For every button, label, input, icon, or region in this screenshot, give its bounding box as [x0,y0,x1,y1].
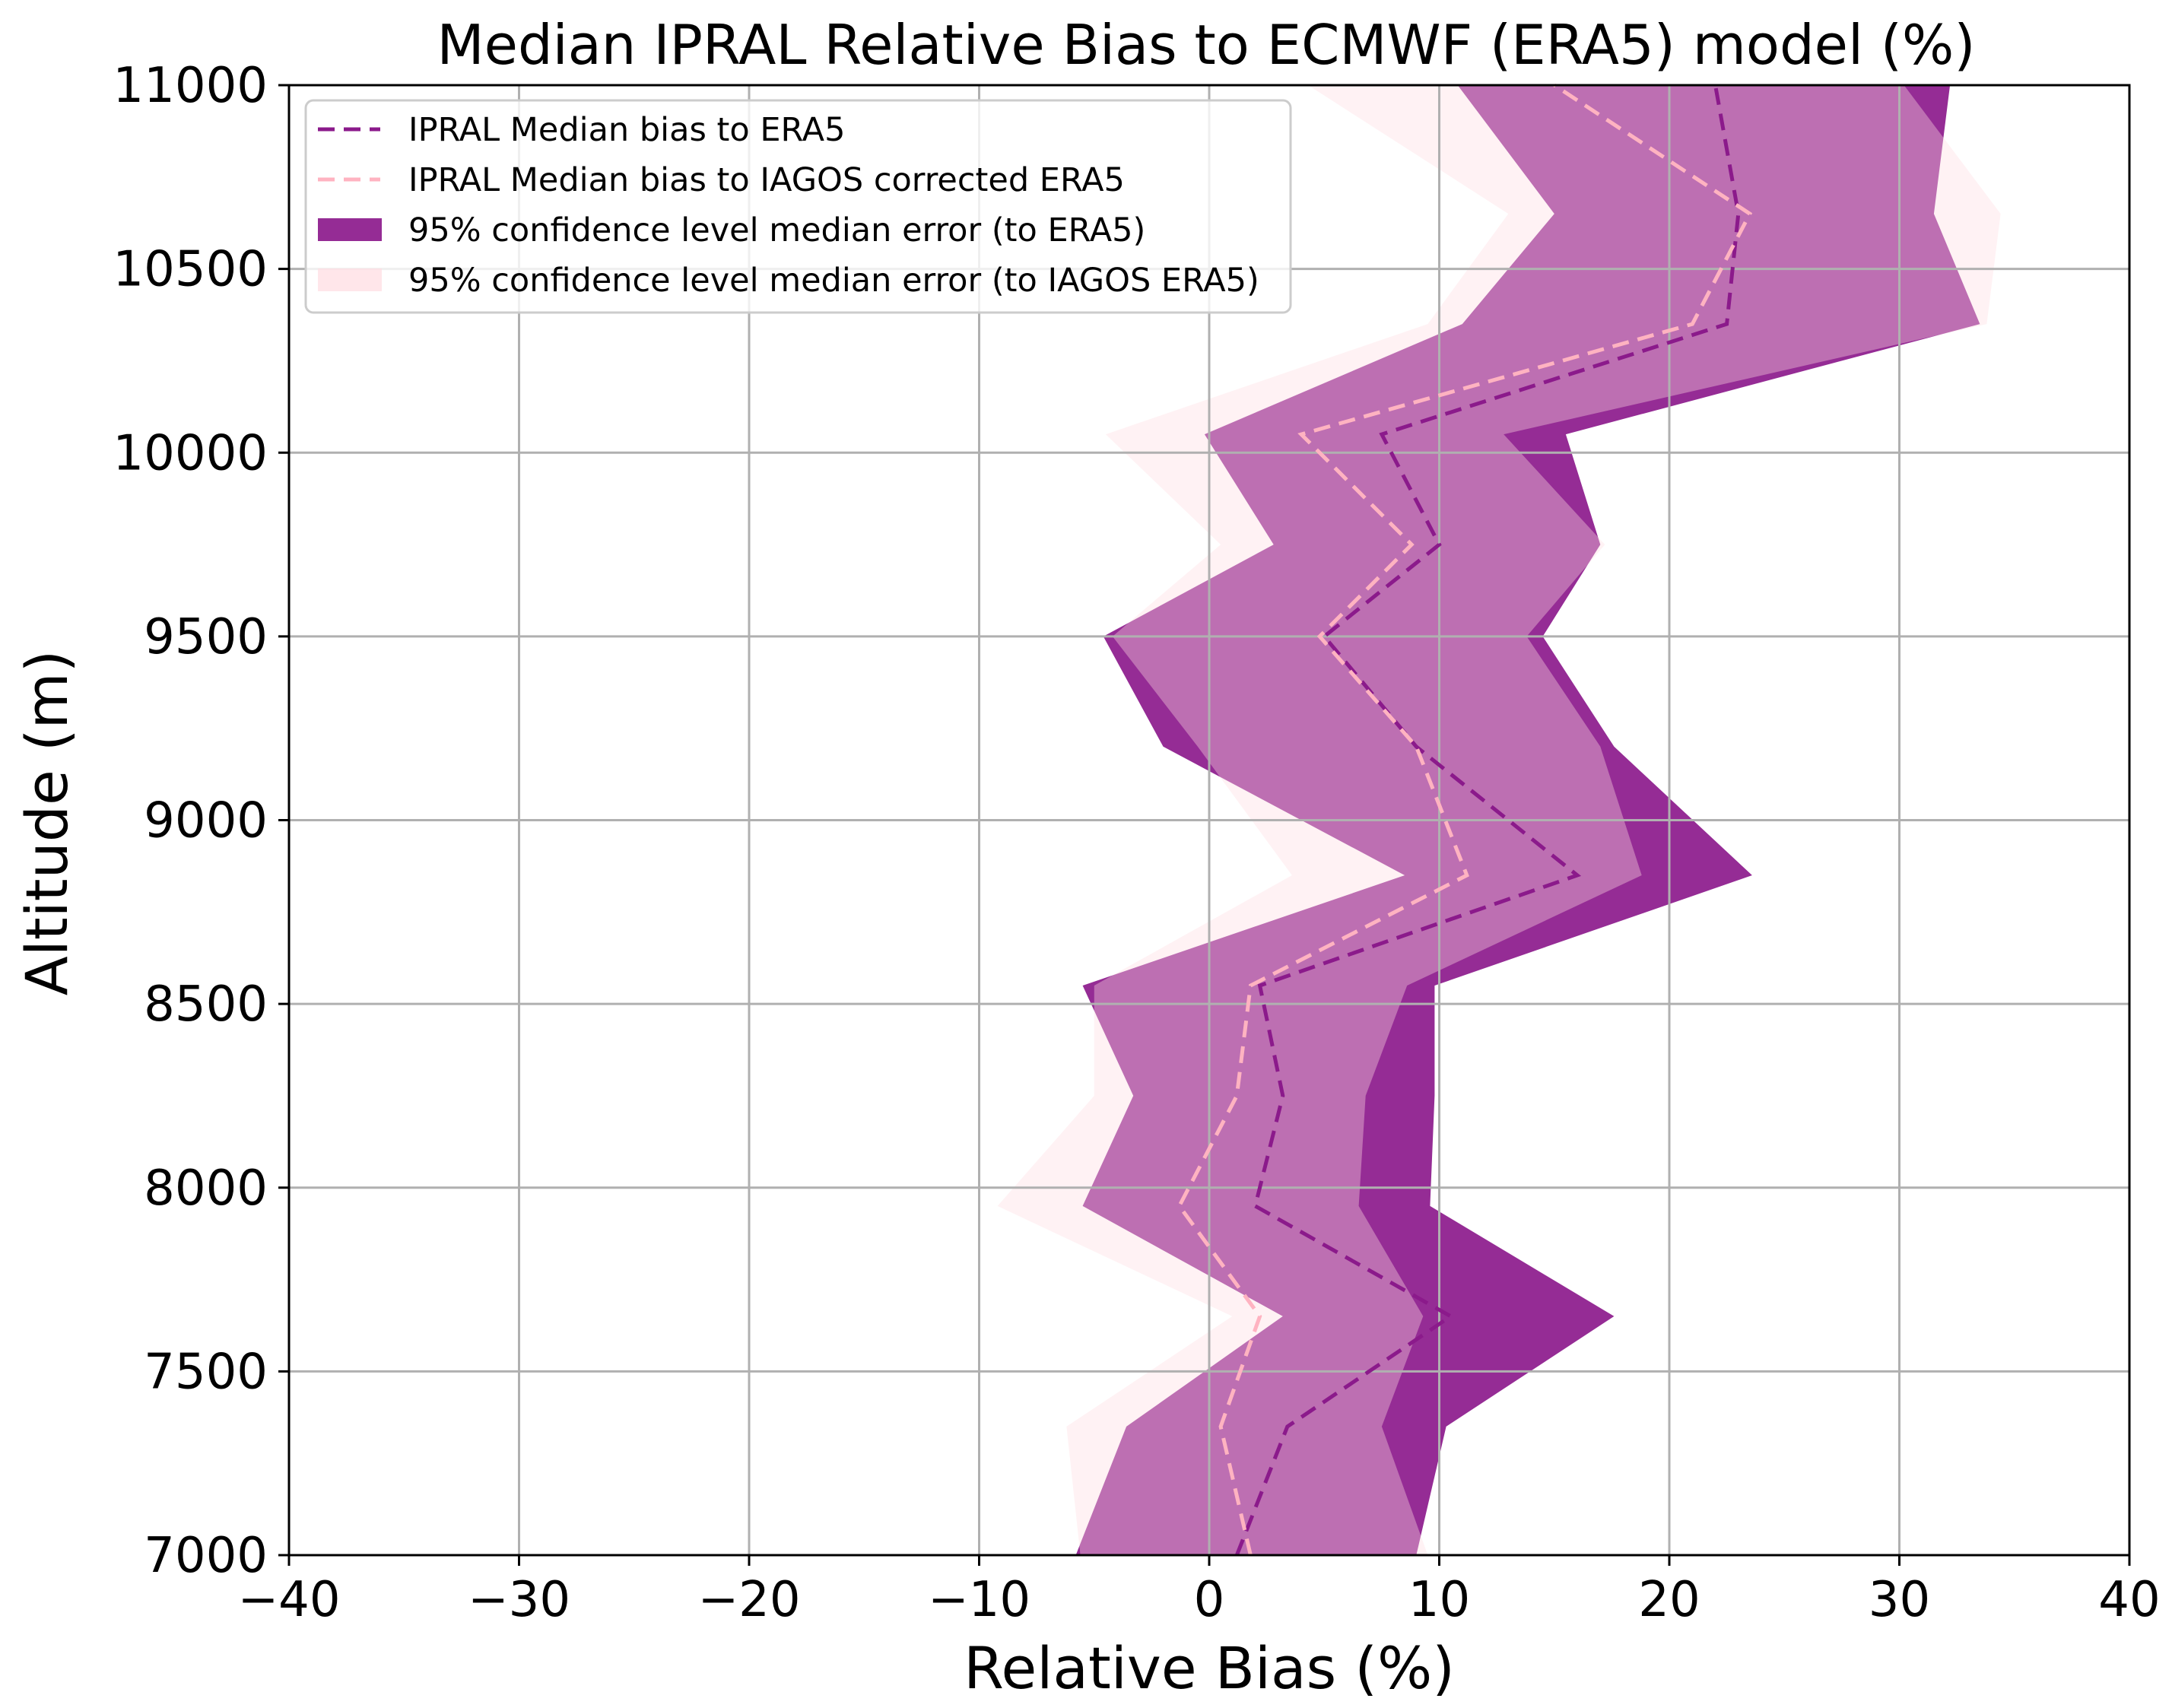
legend-label: 95% confidence level median error (to IA… [408,262,1259,300]
x-tick-label: −10 [928,1572,1030,1628]
legend-swatch-band [318,268,382,291]
median-line-series-2 [1176,83,1753,1556]
chart-title: Median IPRAL Relative Bias to ECMWF (ERA… [437,13,1976,77]
y-tick-label: 9000 [144,793,268,849]
y-tick-label: 10000 [113,425,268,481]
y-tick-label: 8500 [144,976,268,1033]
y-tick-label: 8000 [144,1160,268,1217]
y-tick-label: 11000 [113,58,268,114]
x-axis-label: Relative Bias (%) [964,1634,1455,1702]
y-tick-label: 7000 [144,1528,268,1584]
x-tick-label: 0 [1194,1572,1225,1628]
y-tick-label: 9500 [144,609,268,665]
plot-area [287,83,2131,1557]
y-axis-label: Altitude (m) [13,650,81,995]
median-line-series-1 [1234,84,1741,1556]
x-tick-label: 30 [1869,1572,1930,1628]
legend: IPRAL Median bias to ERA5 IPRAL Median bi… [304,99,1292,314]
x-tick-label: 10 [1408,1572,1470,1628]
x-tick-label: −40 [237,1572,340,1628]
y-tick-label: 10500 [113,242,268,298]
legend-label: IPRAL Median bias to ERA5 [408,111,845,149]
legend-label: 95% confidence level median error (to ER… [408,211,1145,249]
legend-frame [304,99,1292,314]
legend-label: IPRAL Median bias to IAGOS corrected ERA… [408,161,1125,199]
x-tick-label: −30 [468,1572,570,1628]
y-axis-ticks: 7000 7500 8000 8500 9000 9500 10000 10500 11000 [113,58,289,1584]
x-tick-label: 20 [1638,1572,1700,1628]
y-tick-label: 7500 [144,1344,268,1400]
x-tick-label: −20 [697,1572,800,1628]
x-axis-ticks: −40 −30 −20 −10 0 10 20 30 40 [237,1555,2161,1628]
x-tick-label: 40 [2098,1572,2160,1628]
median-lines [1176,83,1753,1556]
legend-swatch-band [318,218,382,241]
